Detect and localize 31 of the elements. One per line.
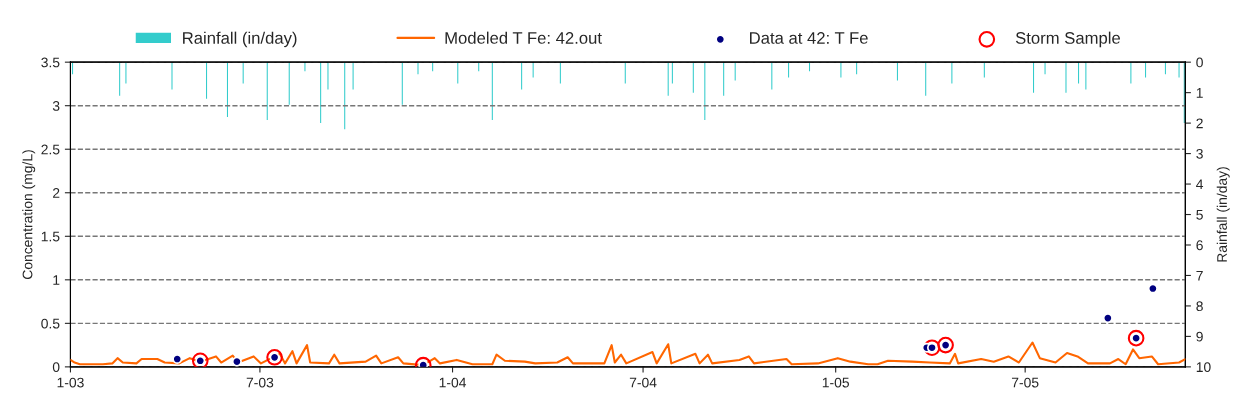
x-tick-label: 7-03 (246, 377, 274, 388)
y-axis-title: Concentration (mg/L) (22, 150, 36, 280)
y2-tick-label: 0 (1196, 57, 1203, 68)
y2-tick-label: 4 (1196, 179, 1204, 190)
legend-label: Modeled T Fe: 42.out (445, 31, 602, 44)
y-tick-label: 3 (52, 101, 60, 111)
y2-tick-label: 7 (1196, 270, 1203, 281)
x-tick-label: 7-05 (1011, 377, 1039, 388)
x-tick-label: 1-04 (439, 377, 467, 388)
y-tick-label: 2 (53, 188, 60, 198)
y2-tick-label: 6 (1196, 240, 1203, 251)
y2-axis-title: Rainfall (in/day) (1216, 167, 1230, 262)
x-tick-label: 1-05 (822, 377, 849, 388)
legend-label: Data at 42: T Fe (750, 32, 868, 44)
y2-tick-label: 10 (1196, 362, 1211, 373)
y-tick-label: 2.5 (41, 144, 60, 155)
y-tick-label: 0 (52, 362, 60, 373)
y-tick-label: 1.5 (41, 231, 60, 242)
legend-label: Storm Sample (1015, 31, 1120, 48)
x-tick-label: 7-04 (629, 377, 657, 388)
y-tick-label: 0.5 (41, 318, 60, 329)
y2-tick-label: 5 (1196, 210, 1203, 220)
y2-tick-label: 8 (1196, 301, 1203, 312)
y2-tick-label: 2 (1196, 118, 1203, 129)
y2-tick-label: 1 (1196, 88, 1203, 98)
y-tick-label: 1 (53, 275, 60, 285)
y-tick-label: 3.5 (41, 57, 60, 68)
legend-label: Rainfall (in/day) (183, 31, 297, 48)
y2-tick-label: 3 (1196, 148, 1203, 159)
y2-tick-label: 9 (1196, 331, 1203, 342)
x-tick-label: 1-03 (57, 377, 84, 388)
